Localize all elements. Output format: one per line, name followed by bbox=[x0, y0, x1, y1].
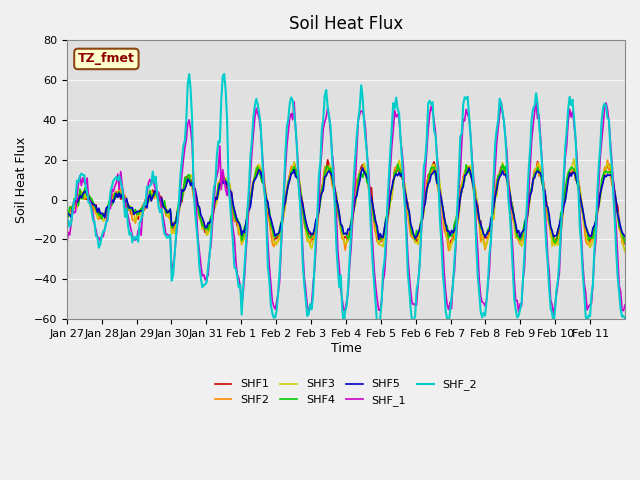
SHF1 bbox=[621, 238, 629, 244]
SHF3 bbox=[544, 206, 552, 212]
SHF_2 bbox=[547, 305, 554, 311]
SHF2 bbox=[545, 221, 553, 227]
SHF3 bbox=[570, 156, 578, 162]
SHF5 bbox=[63, 209, 70, 215]
SHF_1 bbox=[497, 99, 505, 105]
SHF_1 bbox=[350, 197, 358, 203]
SHF4 bbox=[620, 235, 627, 241]
SHF_1 bbox=[99, 234, 107, 240]
SHF4 bbox=[350, 204, 358, 210]
SHF5 bbox=[375, 237, 383, 242]
Line: SHF2: SHF2 bbox=[67, 160, 625, 251]
SHF5 bbox=[99, 212, 107, 217]
SHF5 bbox=[620, 232, 627, 238]
SHF5 bbox=[359, 165, 367, 171]
SHF5 bbox=[464, 168, 472, 174]
SHF4 bbox=[551, 240, 559, 246]
SHF4 bbox=[394, 161, 401, 167]
Text: TZ_fmet: TZ_fmet bbox=[78, 52, 135, 65]
SHF_2 bbox=[186, 71, 193, 77]
SHF_1 bbox=[620, 308, 627, 313]
SHF3 bbox=[618, 238, 626, 244]
SHF1 bbox=[445, 244, 452, 250]
SHF4 bbox=[462, 162, 470, 168]
Line: SHF5: SHF5 bbox=[67, 168, 625, 240]
SHF2 bbox=[621, 235, 629, 240]
SHF2 bbox=[604, 157, 611, 163]
SHF2 bbox=[462, 165, 470, 171]
SHF2 bbox=[620, 240, 627, 246]
SHF2 bbox=[82, 188, 90, 194]
SHF1 bbox=[82, 196, 90, 202]
SHF4 bbox=[99, 211, 107, 216]
SHF3 bbox=[82, 195, 90, 201]
Line: SHF_2: SHF_2 bbox=[67, 74, 625, 327]
SHF4 bbox=[545, 219, 553, 225]
SHF1 bbox=[351, 196, 359, 202]
SHF2 bbox=[350, 204, 358, 210]
SHF3 bbox=[461, 173, 468, 179]
SHF_2 bbox=[464, 94, 472, 99]
SHF1 bbox=[547, 225, 554, 231]
SHF_2 bbox=[621, 315, 629, 321]
Line: SHF4: SHF4 bbox=[67, 164, 625, 243]
SHF4 bbox=[63, 213, 70, 218]
SHF5 bbox=[350, 206, 358, 212]
SHF1 bbox=[464, 164, 472, 169]
Legend: SHF1, SHF2, SHF3, SHF4, SHF5, SHF_1, SHF_2: SHF1, SHF2, SHF3, SHF4, SHF5, SHF_1, SHF… bbox=[210, 375, 482, 410]
Line: SHF_1: SHF_1 bbox=[67, 102, 625, 314]
SHF3 bbox=[621, 249, 629, 254]
SHF_2 bbox=[373, 324, 381, 330]
SHF_1 bbox=[621, 302, 629, 308]
SHF2 bbox=[63, 216, 70, 222]
SHF3 bbox=[350, 206, 358, 212]
SHF_1 bbox=[82, 181, 90, 187]
SHF_1 bbox=[461, 118, 468, 124]
SHF_2 bbox=[620, 313, 627, 319]
SHF2 bbox=[99, 212, 107, 217]
SHF1 bbox=[324, 157, 332, 163]
Y-axis label: Soil Heat Flux: Soil Heat Flux bbox=[15, 136, 28, 223]
Title: Soil Heat Flux: Soil Heat Flux bbox=[289, 15, 403, 33]
SHF_2 bbox=[63, 227, 70, 233]
SHF5 bbox=[621, 234, 629, 240]
SHF2 bbox=[445, 248, 452, 253]
SHF3 bbox=[63, 216, 70, 222]
SHF4 bbox=[82, 184, 90, 190]
SHF3 bbox=[99, 218, 107, 224]
SHF_1 bbox=[545, 268, 553, 274]
X-axis label: Time: Time bbox=[330, 342, 361, 355]
Line: SHF3: SHF3 bbox=[67, 159, 625, 252]
Line: SHF1: SHF1 bbox=[67, 160, 625, 247]
SHF_2 bbox=[82, 184, 90, 190]
SHF4 bbox=[621, 240, 629, 245]
SHF5 bbox=[82, 189, 90, 194]
SHF_1 bbox=[550, 311, 557, 317]
SHF5 bbox=[547, 225, 554, 230]
SHF_2 bbox=[99, 228, 107, 234]
SHF1 bbox=[620, 241, 627, 247]
SHF_2 bbox=[351, 153, 359, 159]
SHF_1 bbox=[63, 243, 70, 249]
SHF1 bbox=[63, 210, 70, 216]
SHF1 bbox=[99, 211, 107, 216]
